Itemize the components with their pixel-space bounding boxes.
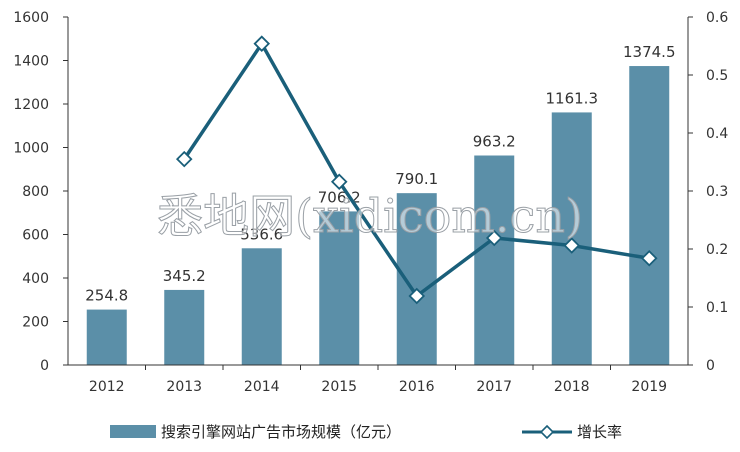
x-tick-label-2017: 2017 — [476, 379, 512, 395]
growth-point-2016 — [408, 287, 426, 305]
legend-diamond-icon — [539, 424, 555, 440]
legend: 搜索引擎网站广告市场规模（亿元） 增长率 — [110, 423, 622, 441]
right-tick-label: 0.3 — [706, 184, 728, 200]
bar-label-2018: 1161.3 — [546, 89, 599, 107]
x-tick-label-2013: 2013 — [166, 379, 202, 395]
left-tick-label: 400 — [22, 271, 49, 287]
growth-point-2013 — [175, 150, 193, 168]
right-tick-label: 0.4 — [706, 126, 728, 142]
left-tick-label: 1000 — [13, 141, 49, 157]
growth-line-layer — [175, 35, 658, 305]
left-tick-label: 1600 — [13, 10, 49, 26]
left-tick-label: 200 — [22, 315, 49, 331]
left-tick-label: 1400 — [13, 54, 49, 70]
bar-2019 — [629, 66, 670, 365]
bar-label-2017: 963.2 — [473, 133, 516, 151]
bar-label-2014: 536.6 — [240, 225, 283, 243]
x-tick-label-2016: 2016 — [399, 379, 435, 395]
bar-label-2015: 706.2 — [318, 188, 361, 206]
legend-line-label: 增长率 — [577, 423, 622, 441]
bar-label-2013: 345.2 — [163, 267, 206, 285]
right-tick-label: 0.5 — [706, 68, 728, 84]
legend-bar-label: 搜索引擎网站广告市场规模（亿元） — [161, 423, 401, 441]
x-tick-label-2019: 2019 — [631, 379, 667, 395]
right-tick-label: 0.1 — [706, 300, 728, 316]
x-tick-label-2018: 2018 — [554, 379, 590, 395]
watermark: 悉地网(xidicom.cn) — [157, 189, 583, 243]
bar-2015 — [319, 211, 360, 365]
bar-2014 — [241, 248, 282, 365]
legend-bar-swatch — [110, 425, 156, 438]
axes-layer: 0 200 400 600 800 1000 1200 1400 1600 0 0.1 0.2 0.3 0… — [13, 10, 728, 395]
growth-point-2017 — [485, 229, 503, 247]
x-tick-label-2012: 2012 — [89, 379, 125, 395]
data-labels-layer: 254.8 345.2 536.6 706.2 790.1 963.2 1161.3 1374… — [85, 43, 675, 305]
left-tick-label: 1200 — [13, 97, 49, 113]
bar-label-2012: 254.8 — [85, 287, 128, 305]
right-tick-label: 0.6 — [706, 10, 728, 26]
growth-point-2014 — [253, 35, 271, 52]
growth-point-2019 — [640, 250, 658, 267]
growth-point-2018 — [563, 237, 581, 254]
left-tick-label: 600 — [22, 228, 49, 244]
bar-label-2019: 1374.5 — [623, 43, 676, 61]
bar-2012 — [86, 309, 127, 365]
x-tick-label-2015: 2015 — [321, 379, 357, 395]
left-tick-label: 0 — [40, 358, 49, 374]
right-tick-label: 0 — [706, 358, 715, 374]
bar-label-2016: 790.1 — [395, 170, 438, 188]
growth-point-2015 — [330, 173, 348, 190]
bar-2017 — [474, 155, 515, 365]
x-tick-label-2014: 2014 — [244, 379, 280, 395]
bar-2013 — [164, 289, 205, 365]
left-tick-label: 800 — [22, 184, 49, 200]
right-tick-label: 0.2 — [706, 242, 728, 258]
